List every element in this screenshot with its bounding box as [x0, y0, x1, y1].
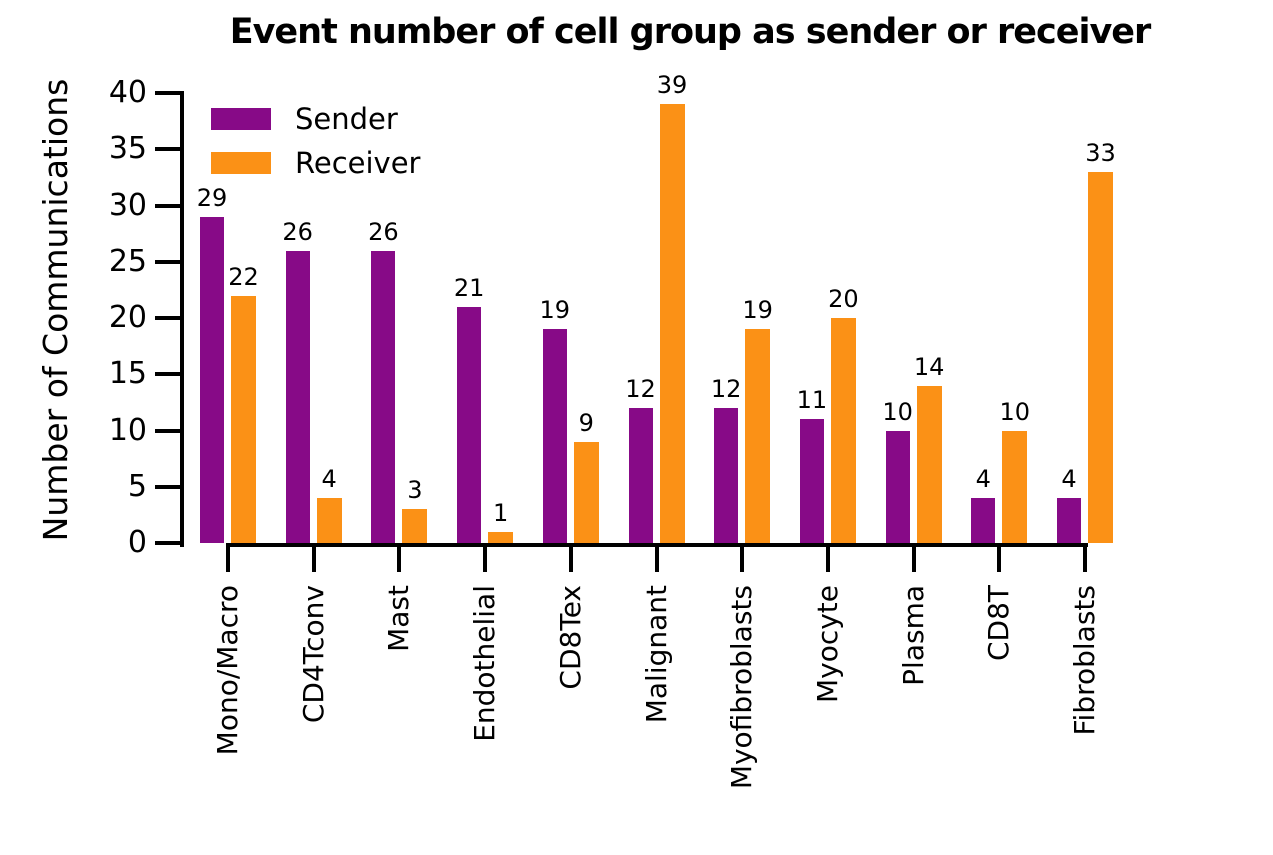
receiver-bar: [830, 318, 856, 543]
legend-item-sender: Sender: [211, 102, 420, 136]
x-tick-mark: [311, 547, 316, 572]
x-tick-label: Plasma: [896, 585, 930, 686]
chart-title: Event number of cell group as sender or …: [229, 12, 1152, 52]
y-tick-mark: [155, 203, 180, 208]
bar-value-label: 39: [656, 71, 688, 100]
sender-bar: [285, 250, 310, 543]
receiver-bar: [488, 531, 514, 543]
bar-value-label: 4: [975, 465, 991, 493]
y-axis-line: [180, 91, 184, 547]
bar-value-label: 4: [321, 465, 337, 493]
receiver-bar: [402, 509, 428, 543]
bar-value-label: 19: [742, 296, 773, 325]
x-tick-mark: [997, 547, 1002, 572]
x-tick-label: Mast: [382, 585, 416, 652]
x-tick-label: Myofibroblasts: [725, 585, 759, 790]
receiver-bar: [1002, 430, 1028, 543]
y-tick-mark: [155, 372, 180, 377]
receiver-bar: [659, 104, 685, 543]
legend-item-receiver: Receiver: [211, 146, 421, 180]
y-tick-mark: [155, 541, 180, 545]
receiver-bar: [573, 441, 599, 543]
x-tick-mark: [825, 547, 830, 572]
sender-bar: [1057, 498, 1081, 543]
bar-value-label: 12: [625, 375, 656, 403]
y-tick-mark: [155, 147, 180, 152]
bar-value-label: 9: [578, 408, 594, 437]
bar-value-label: 22: [228, 262, 259, 291]
sender-color-swatch: [211, 108, 271, 130]
y-tick-mark: [155, 91, 180, 95]
y-tick-label: 10: [108, 412, 147, 448]
bar-value-label: 20: [828, 285, 859, 313]
y-tick-label: 30: [108, 187, 147, 223]
x-tick-label: Mono/Macro: [211, 585, 244, 756]
x-tick-label: CD8Tex: [553, 585, 587, 690]
bar-value-label: 21: [453, 273, 485, 302]
sender-bar: [971, 498, 996, 543]
receiver-bar: [745, 329, 771, 543]
x-tick-mark: [568, 547, 573, 572]
bar-value-label: 3: [407, 476, 423, 505]
x-tick-mark: [654, 547, 659, 572]
y-tick-label: 15: [108, 356, 147, 392]
sender-bar: [628, 408, 653, 543]
y-tick-label: 40: [108, 75, 147, 110]
x-tick-mark: [1083, 547, 1087, 572]
legend: Sender Receiver: [211, 102, 421, 194]
x-tick-label: Endothelial: [468, 585, 502, 742]
bar-value-label: 19: [539, 296, 571, 325]
y-tick-mark: [155, 428, 180, 433]
sender-bar: [542, 329, 567, 543]
receiver-color-swatch: [211, 152, 271, 174]
bar-value-label: 1: [492, 498, 509, 527]
bar-value-label: 11: [796, 386, 828, 415]
legend-label-receiver: Receiver: [295, 146, 421, 180]
y-tick-label: 20: [108, 300, 147, 335]
bar-value-label: 26: [368, 217, 399, 246]
receiver-bar: [1088, 171, 1113, 543]
bar-value-label: 29: [196, 183, 228, 212]
bar-value-label: 4: [1061, 465, 1077, 493]
bar-value-label: 33: [1085, 138, 1116, 167]
x-tick-mark: [483, 547, 488, 572]
y-tick-mark: [155, 484, 180, 489]
x-tick-mark: [740, 547, 745, 572]
x-tick-label: Malignant: [639, 585, 673, 724]
x-tick-mark: [397, 547, 402, 572]
x-axis-line: [226, 543, 1088, 547]
y-tick-label: 5: [127, 468, 147, 504]
sender-bar: [885, 430, 910, 543]
sender-bar: [200, 216, 224, 543]
x-tick-label: Myocyte: [810, 585, 844, 704]
bar-value-label: 14: [913, 352, 945, 381]
receiver-bar: [916, 385, 942, 543]
receiver-bar: [231, 295, 256, 543]
y-tick-label: 35: [108, 131, 147, 167]
x-tick-label: CD4Tconv: [296, 585, 330, 724]
y-tick-label: 0: [127, 525, 147, 560]
x-tick-mark: [911, 547, 916, 572]
receiver-bar: [316, 498, 342, 543]
sender-bar: [799, 419, 824, 543]
legend-label-sender: Sender: [295, 102, 398, 136]
bar-value-label: 10: [882, 397, 913, 426]
sender-bar: [457, 306, 482, 543]
sender-bar: [714, 408, 739, 543]
x-tick-label: Fibroblasts: [1068, 585, 1101, 736]
sender-bar: [371, 250, 396, 543]
x-tick-mark: [226, 547, 230, 572]
bar-value-label: 12: [710, 375, 742, 403]
y-tick-mark: [155, 316, 180, 320]
bar-value-label: 26: [282, 217, 313, 246]
y-tick-mark: [155, 259, 180, 264]
y-tick-label: 25: [108, 243, 147, 279]
x-tick-label: CD8T: [982, 585, 1016, 662]
bar-value-label: 10: [999, 397, 1031, 426]
